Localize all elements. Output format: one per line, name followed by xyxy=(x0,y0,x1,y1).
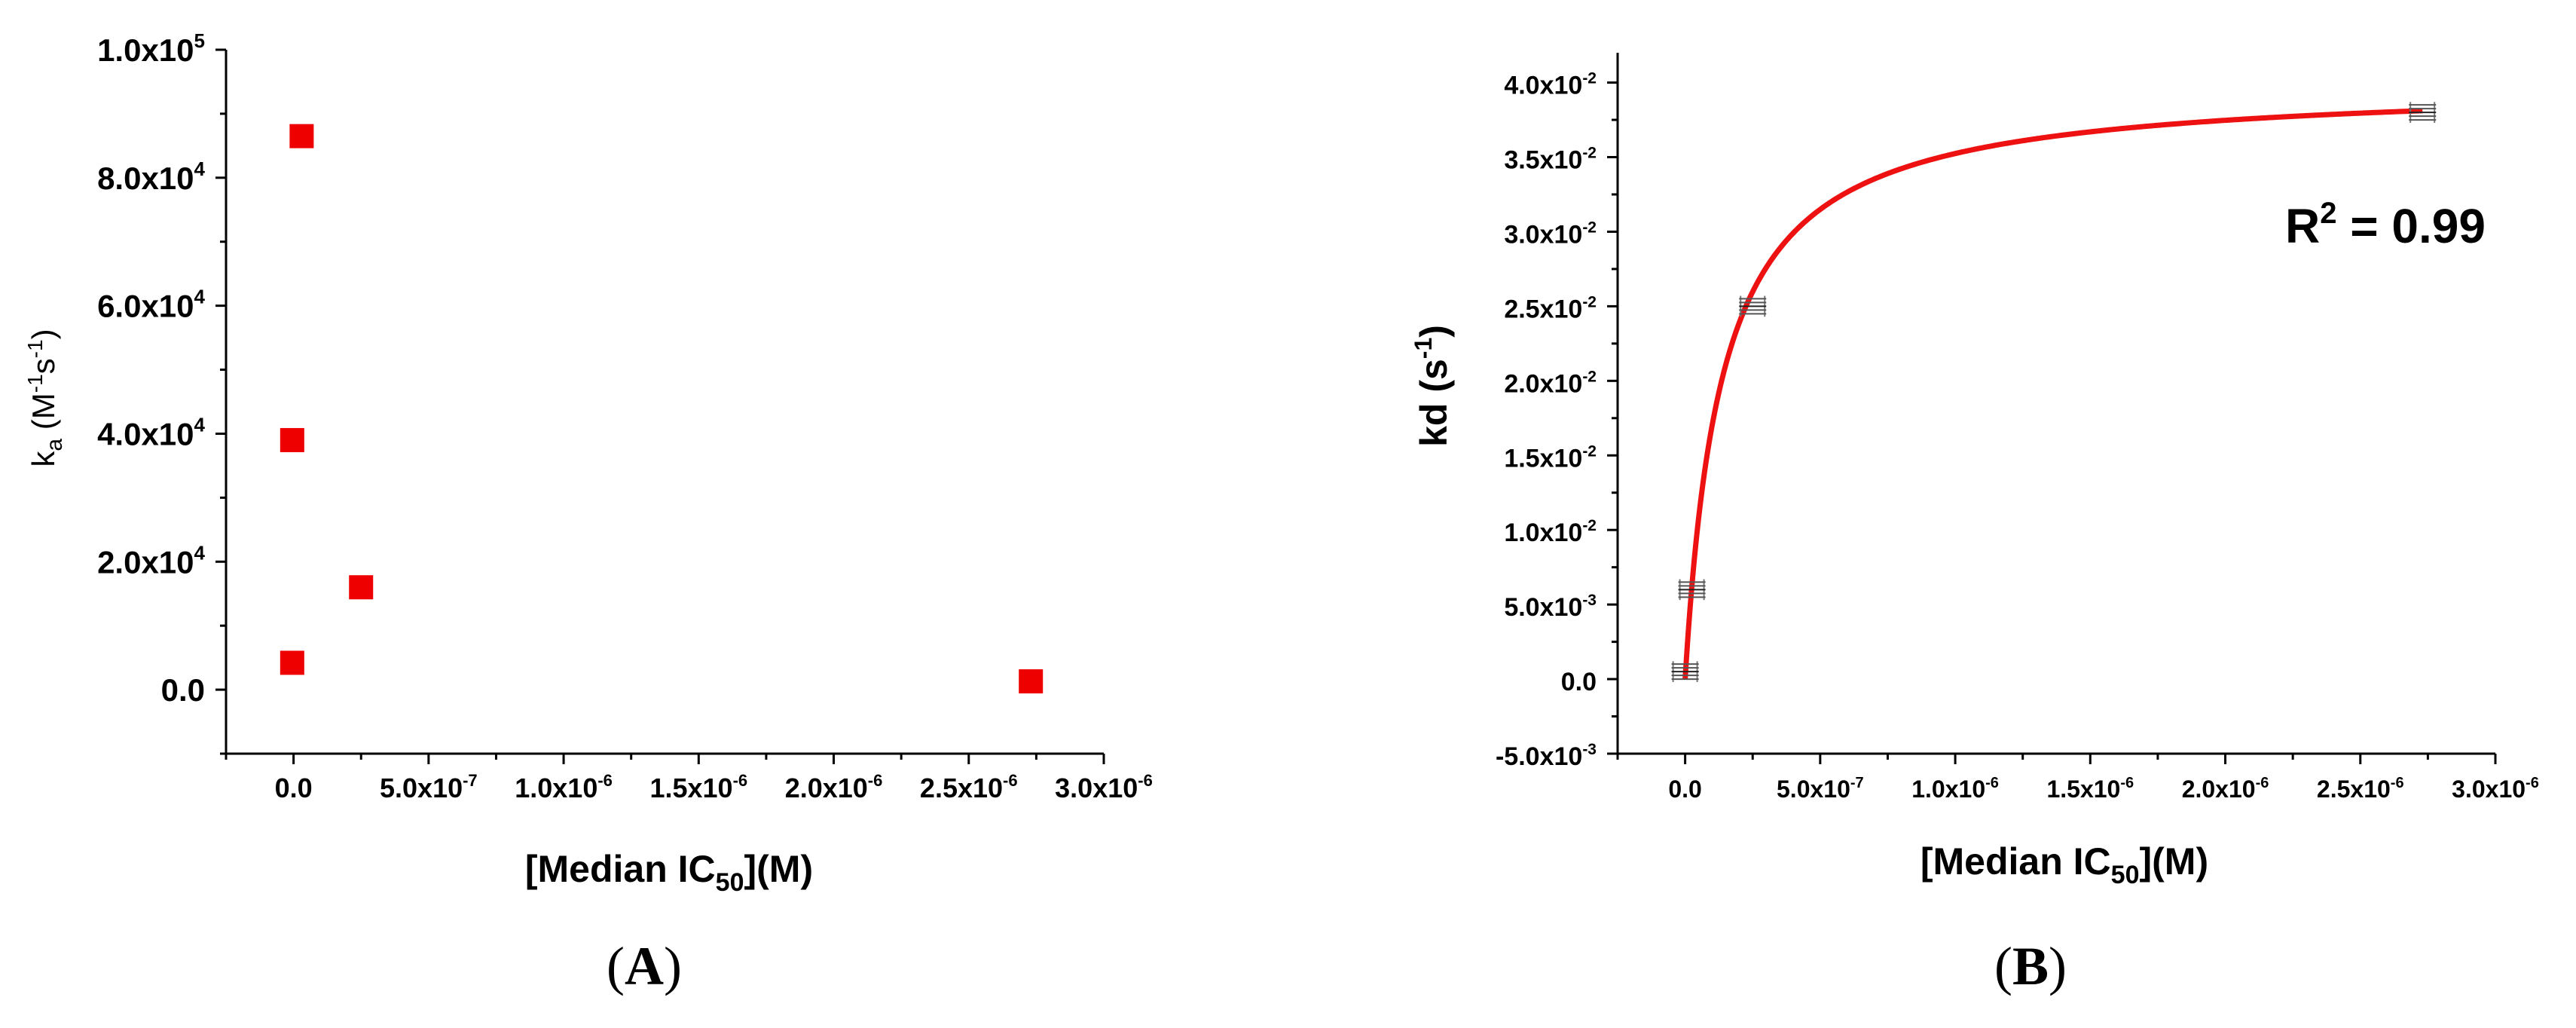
error-bar xyxy=(1671,661,1699,683)
panel-b-label: (B) xyxy=(1994,936,2067,996)
error-bar xyxy=(1739,295,1767,317)
x-tick-label: 1.5x10-6 xyxy=(649,771,747,803)
y-tick-label: 3.0x10-2 xyxy=(1504,219,1597,249)
panel-b-x-tick-labels: 0.0 5.0x10-7 1.0x10-6 1.5x10-6 2.0x10-6 2.5x1… xyxy=(1668,775,2538,803)
y-tick-label: 6.0x104 xyxy=(97,286,205,324)
y-tick-label: 2.0x10-2 xyxy=(1504,368,1597,398)
y-tick-label: -5.0x10-3 xyxy=(1496,741,1597,771)
panel-b-r-squared: R2 = 0.99 xyxy=(2285,197,2486,253)
panel-a-y-tick-labels: 0.0 2.0x104 4.0x104 6.0x104 8.0x104 1.0x105 xyxy=(97,29,205,708)
x-tick-label: 0.0 xyxy=(275,773,313,803)
x-tick-label: 2.0x10-6 xyxy=(785,771,883,803)
panel-a-x-tick-labels: 0.0 5.0x10-7 1.0x10-6 1.5x10-6 2.0x10-6 2.5x1… xyxy=(275,771,1153,803)
data-point-marker xyxy=(1019,669,1044,694)
y-tick-label: 2.0x104 xyxy=(97,541,205,580)
x-tick-label: 0.0 xyxy=(1668,776,1701,803)
data-point-marker xyxy=(349,575,374,600)
data-point-marker xyxy=(280,650,304,675)
y-tick-label: 8.0x104 xyxy=(97,158,205,196)
data-point-marker xyxy=(289,124,314,148)
y-tick-label: 0.0 xyxy=(1561,668,1597,696)
x-tick-label: 3.0x10-6 xyxy=(1055,771,1153,803)
y-tick-label: 4.0x104 xyxy=(97,413,205,451)
x-tick-label: 2.5x10-6 xyxy=(920,771,1018,803)
x-tick-label: 5.0x10-7 xyxy=(1777,775,1864,803)
panel-b-kd-chart: -5.0x10-3 0.0 5.0x10-3 1.0x10-2 1.5x10-2 2.0x… xyxy=(1410,53,2539,996)
panel-a-label: (A) xyxy=(607,936,682,996)
x-tick-label: 1.0x10-6 xyxy=(515,771,613,803)
panel-b-y-axis-title: kd (s-1) xyxy=(1410,325,1455,447)
panel-b-error-bars xyxy=(1671,102,2437,683)
panel-b-x-axis-title: [Median IC50](M) xyxy=(1921,840,2208,889)
y-tick-label: 1.0x10-2 xyxy=(1504,517,1597,547)
x-tick-label: 1.5x10-6 xyxy=(2046,775,2134,803)
y-tick-label: 5.0x10-3 xyxy=(1504,592,1597,622)
panel-b-y-tick-labels: -5.0x10-3 0.0 5.0x10-3 1.0x10-2 1.5x10-2 2.0x… xyxy=(1496,70,1597,771)
panel-b-fit-curve xyxy=(1682,108,2423,680)
data-point-marker xyxy=(280,427,304,452)
panel-a-y-axis-title: ka (M-1s-1) xyxy=(23,329,67,467)
x-tick-label: 3.0x10-6 xyxy=(2452,775,2539,803)
panel-b-ticks xyxy=(1607,81,2497,764)
x-tick-label: 5.0x10-7 xyxy=(380,771,478,803)
error-bar xyxy=(1678,579,1706,601)
panel-a-data-points xyxy=(280,124,1044,694)
y-tick-label: 3.5x10-2 xyxy=(1504,145,1597,175)
y-tick-label: 1.5x10-2 xyxy=(1504,442,1597,473)
x-tick-label: 2.5x10-6 xyxy=(2317,775,2404,803)
y-tick-label: 2.5x10-2 xyxy=(1504,293,1597,323)
x-tick-label: 1.0x10-6 xyxy=(1911,775,1999,803)
panel-a-x-axis-title: [Median IC50](M) xyxy=(525,848,813,897)
panel-a-ka-chart: 0.0 2.0x104 4.0x104 6.0x104 8.0x104 1.0x105 0… xyxy=(23,29,1153,996)
x-tick-label: 2.0x10-6 xyxy=(2182,775,2269,803)
y-tick-label: 0.0 xyxy=(161,672,205,708)
y-tick-label: 1.0x105 xyxy=(97,29,205,68)
y-tick-label: 4.0x10-2 xyxy=(1504,70,1597,100)
error-bar xyxy=(2409,102,2437,123)
panel-a-ticks xyxy=(215,48,1105,764)
